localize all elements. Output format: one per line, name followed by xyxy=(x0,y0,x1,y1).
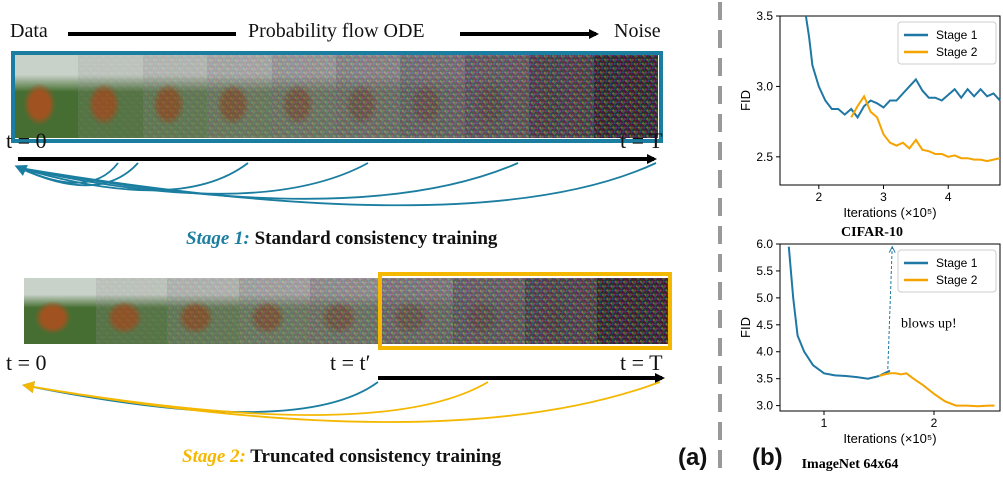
stage1-caption-text: Standard consistency training xyxy=(254,228,498,249)
image-strip-top xyxy=(14,54,658,138)
x-tick-label: 3 xyxy=(880,190,887,204)
series-line-stage-2 xyxy=(878,372,995,408)
x-tick-label: 2 xyxy=(815,190,822,204)
t-mid-bottom: t = t′ xyxy=(330,350,371,375)
stage2-arcs xyxy=(22,381,661,423)
noise-frame xyxy=(238,278,311,344)
noise-frame xyxy=(336,54,401,138)
plot-frame xyxy=(779,243,1001,412)
y-tick-label: 2.5 xyxy=(756,150,773,164)
noise-frame xyxy=(271,54,337,138)
blowup-dashed-line xyxy=(887,246,893,369)
stage2-highlight-box xyxy=(378,272,672,350)
legend-entry: Stage 2 xyxy=(936,45,978,59)
y-tick-label: 3.5 xyxy=(756,9,773,23)
panel-b-label: (b) xyxy=(752,444,783,471)
noise-frame xyxy=(207,54,272,138)
noise-frame xyxy=(453,278,525,344)
noise-frame xyxy=(400,54,465,138)
legend-box xyxy=(897,21,997,65)
t-end-bottom: t = T xyxy=(620,350,663,375)
noise-label: Noise xyxy=(614,20,661,42)
panel-divider xyxy=(718,2,722,477)
y-tick-label: 6.0 xyxy=(756,237,773,251)
panel-a-graphics xyxy=(14,29,665,423)
x-tick-label: 4 xyxy=(945,190,952,204)
noise-frame xyxy=(167,278,239,344)
chart-title: ImageNet 64x64 xyxy=(802,457,899,472)
t-zero-bottom: t = 0 xyxy=(6,350,47,375)
stage2-caption-text: Truncated consistency training xyxy=(250,446,502,467)
stage2-caption-label: Stage 2: xyxy=(182,446,246,467)
image-strip-bottom xyxy=(24,278,668,344)
noise-frame xyxy=(593,54,658,138)
y-tick-label: 5.0 xyxy=(756,291,773,305)
noise-frame xyxy=(596,278,668,344)
chart-title: CIFAR-10 xyxy=(841,225,903,240)
legend-box xyxy=(897,249,997,293)
y-tick-label: 4.0 xyxy=(756,345,773,359)
noise-frame xyxy=(524,278,597,344)
y-axis-label: FID xyxy=(738,90,753,111)
noise-frame xyxy=(310,278,382,344)
stage1-highlight-box xyxy=(11,51,663,143)
noise-frame xyxy=(14,54,79,138)
y-tick-label: 3.0 xyxy=(756,399,773,413)
x-axis-label: Iterations (×10⁵) xyxy=(843,431,936,446)
legend-entry: Stage 1 xyxy=(936,256,978,270)
stage2-caption: Stage 2: Truncated consistency training xyxy=(182,446,501,468)
noise-frame xyxy=(78,54,143,138)
noise-frame xyxy=(95,278,168,344)
imagenet-chart: 1 2 3.0 3.5 4.0 4.5 5.0 5.5 6.0 Iterations (×10⁵)… xyxy=(738,237,1001,472)
blowup-arrowhead xyxy=(888,245,896,253)
series-line-stage-1 xyxy=(787,246,891,380)
t-end-top: t = T xyxy=(620,128,663,153)
y-tick-label: 4.5 xyxy=(756,318,773,332)
stage1-caption-label: Stage 1: xyxy=(186,228,250,249)
series-line-stage-2 xyxy=(850,94,1001,163)
y-tick-label: 3.5 xyxy=(756,372,773,386)
y-tick-label: 5.5 xyxy=(756,264,773,278)
blowup-annotation: blows up! xyxy=(901,317,957,332)
x-axis-label: Iterations (×10⁵) xyxy=(843,205,936,220)
ode-label: Probability flow ODE xyxy=(248,20,425,42)
stage1-caption: Stage 1: Standard consistency training xyxy=(186,228,497,250)
noise-frame xyxy=(381,278,454,344)
x-tick-label: 2 xyxy=(931,416,938,430)
series-line-stage-1 xyxy=(804,15,1001,120)
noise-frame xyxy=(529,54,594,138)
noise-frame xyxy=(24,278,96,344)
legend-entry: Stage 1 xyxy=(936,28,978,42)
legend-entry: Stage 2 xyxy=(936,273,978,287)
noise-frame xyxy=(142,54,208,138)
t-zero-top: t = 0 xyxy=(6,128,47,153)
stage1-arcs xyxy=(14,162,657,207)
x-tick-label: 1 xyxy=(821,416,828,430)
noise-frame xyxy=(464,54,530,138)
panel-a-label: (a) xyxy=(678,444,708,471)
y-tick-label: 3.0 xyxy=(756,79,773,93)
data-label: Data xyxy=(10,20,48,42)
cifar10-chart: 2 3 4 2.5 3.0 3.5 Iterations (×10⁵) FID Stage 1 S… xyxy=(738,9,1001,240)
y-axis-label: FID xyxy=(738,317,753,338)
